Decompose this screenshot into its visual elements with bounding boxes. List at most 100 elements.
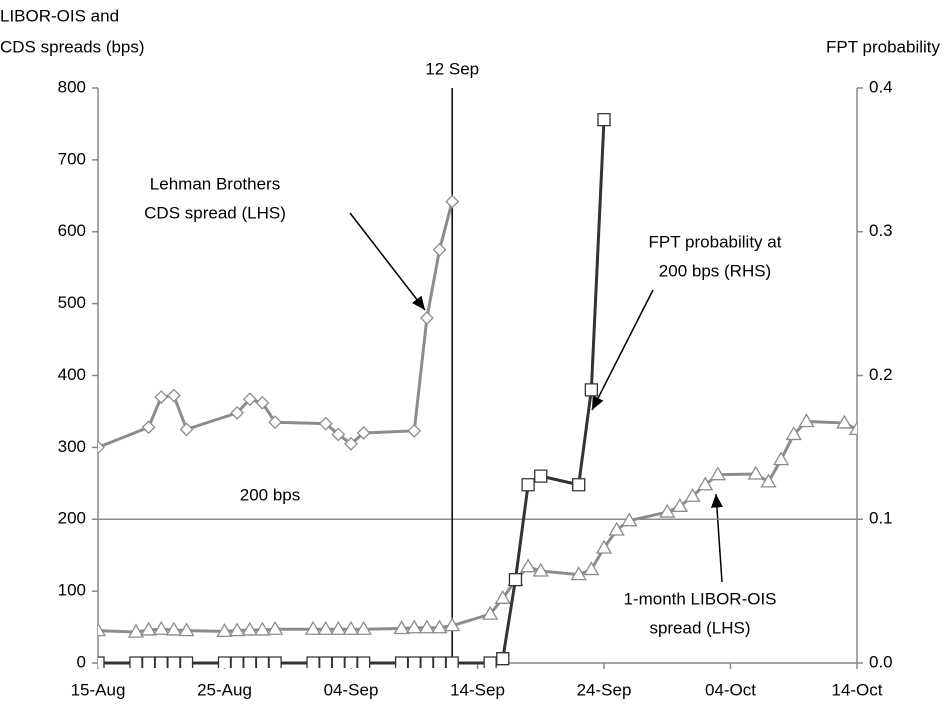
marker — [508, 572, 523, 587]
y2-tick-label: 0.1 — [869, 509, 893, 528]
marker — [494, 590, 511, 604]
marker — [254, 621, 271, 636]
marker — [595, 539, 613, 554]
y2-tick-label: 0.2 — [869, 365, 893, 384]
arrow — [349, 212, 426, 311]
y-tick-label: 500 — [58, 293, 86, 312]
marker — [432, 656, 447, 668]
marker — [482, 605, 499, 620]
marker — [836, 414, 853, 429]
marker — [671, 498, 689, 512]
marker — [304, 620, 322, 635]
marker — [306, 656, 320, 668]
marker — [331, 427, 346, 442]
marker — [127, 623, 145, 638]
marker — [798, 413, 815, 428]
marker — [230, 656, 244, 668]
marker — [709, 466, 726, 481]
marker — [393, 620, 410, 635]
marker — [141, 420, 156, 435]
marker — [597, 112, 611, 127]
marker — [570, 566, 587, 581]
marker — [432, 242, 447, 257]
marker — [331, 656, 346, 668]
series-line — [98, 201, 454, 449]
marker — [141, 656, 156, 668]
marker — [419, 311, 434, 325]
y2-tick-label: 0.3 — [869, 221, 893, 240]
y-tick-label: 400 — [58, 365, 86, 384]
marker — [318, 416, 333, 431]
marker — [608, 521, 625, 536]
annotation: Lehman Brothers — [150, 174, 280, 193]
arrow — [710, 493, 723, 583]
marker — [621, 512, 638, 527]
y2-axis-label: FPT probability — [826, 37, 941, 56]
annotation: 1-month LIBOR-OIS — [623, 589, 776, 608]
marker — [772, 451, 790, 466]
annotation: FPT probability at — [649, 232, 782, 251]
marker — [534, 469, 548, 483]
y-tick-label: 600 — [58, 221, 86, 240]
marker — [584, 383, 598, 397]
marker — [496, 652, 510, 666]
marker — [268, 656, 282, 668]
marker — [431, 619, 448, 634]
marker — [243, 656, 257, 668]
y-tick-label: 0 — [77, 652, 86, 671]
arrow — [591, 289, 654, 411]
marker — [98, 622, 107, 637]
marker — [483, 656, 497, 668]
marker — [166, 388, 181, 403]
marker — [153, 620, 170, 635]
marker — [519, 558, 537, 573]
reference-label: 200 bps — [240, 486, 301, 505]
marker — [356, 426, 371, 440]
marker — [179, 422, 194, 437]
y-axis-label: LIBOR-OIS and — [0, 6, 119, 25]
reference-label: 12 Sep — [425, 59, 479, 78]
x-tick-label: 25-Aug — [197, 680, 252, 699]
marker — [98, 440, 105, 455]
marker — [407, 656, 421, 668]
annotation: spread (LHS) — [649, 618, 750, 637]
marker — [154, 656, 168, 668]
marker — [319, 656, 333, 668]
x-tick-label: 15-Aug — [71, 680, 126, 699]
marker — [165, 621, 183, 636]
marker — [684, 487, 701, 502]
marker — [344, 656, 358, 668]
marker — [356, 656, 371, 668]
marker — [330, 620, 347, 635]
marker — [129, 656, 143, 668]
marker — [241, 621, 258, 636]
marker — [179, 656, 194, 668]
annotation: 200 bps (RHS) — [659, 261, 771, 280]
marker — [583, 561, 600, 576]
marker — [255, 656, 270, 668]
marker — [848, 421, 857, 436]
marker — [217, 656, 232, 668]
marker — [178, 622, 195, 637]
marker — [532, 562, 549, 577]
marker — [445, 194, 460, 209]
marker — [167, 656, 181, 668]
annotation: CDS spread (LHS) — [144, 203, 286, 222]
y-tick-label: 700 — [58, 149, 86, 168]
x-tick-label: 04-Oct — [705, 680, 756, 699]
marker — [255, 395, 270, 410]
x-tick-label: 04-Sep — [324, 680, 379, 699]
marker — [355, 620, 372, 635]
x-tick-label: 14-Oct — [831, 680, 882, 699]
marker — [760, 473, 777, 488]
x-tick-label: 24-Sep — [577, 680, 632, 699]
marker — [747, 465, 764, 480]
y-tick-label: 100 — [58, 581, 86, 600]
marker — [154, 390, 169, 404]
marker — [785, 426, 802, 441]
marker — [406, 619, 423, 634]
marker — [230, 405, 245, 420]
marker — [242, 392, 257, 407]
marker — [98, 656, 105, 668]
